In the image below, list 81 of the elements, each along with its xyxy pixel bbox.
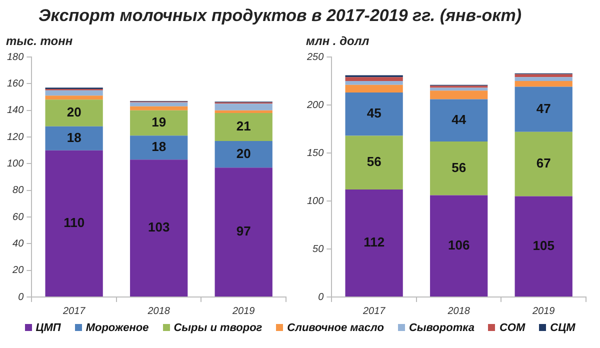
bar: [214, 110, 272, 113]
y-tick-label: 80: [12, 185, 24, 196]
data-label: 97: [236, 224, 251, 239]
data-label: 20: [236, 146, 251, 161]
y-axis-title: млн . долл: [306, 34, 370, 48]
y-tick-label: 200: [306, 100, 324, 111]
bar: [345, 81, 403, 85]
y-tick-label: 50: [312, 244, 324, 255]
legend-label: Сыры и творог: [172, 322, 262, 334]
bar: [214, 141, 272, 168]
y-tick-label: 0: [318, 292, 324, 303]
bar: [514, 77, 572, 81]
bar: [345, 136, 403, 190]
legend-label: Сливочное масло: [286, 322, 384, 334]
bar: [345, 84, 403, 93]
bar: [45, 96, 103, 100]
bar: [430, 195, 488, 296]
data-label: 47: [536, 100, 551, 116]
bar: [345, 92, 403, 136]
y-tick-label: 60: [12, 212, 24, 223]
bar: [130, 106, 188, 110]
data-label: 110: [64, 214, 85, 230]
legend-label: Сыворотка: [408, 322, 474, 334]
bar: [514, 86, 572, 132]
bar: [345, 77, 403, 81]
data-label: 18: [152, 139, 166, 154]
bar: [130, 110, 188, 136]
y-tick-label: 100: [306, 196, 324, 207]
data-label: 103: [148, 220, 170, 235]
data-label: 56: [452, 160, 466, 175]
legend-label: Мороженое: [84, 322, 149, 334]
bar: [45, 100, 103, 126]
bar: [214, 104, 272, 110]
x-tick-label: 2018: [446, 306, 470, 317]
bar: [130, 102, 188, 106]
bar: [430, 99, 488, 142]
y-tick-label: 120: [6, 132, 24, 143]
data-label: 112: [364, 234, 385, 250]
y-tick-label: 100: [6, 158, 24, 170]
bar: [45, 90, 103, 96]
data-label: 20: [66, 104, 82, 120]
data-label: 45: [366, 106, 382, 121]
y-axis-title: тыс. тонн: [6, 34, 73, 48]
data-label: 106: [448, 237, 470, 252]
y-tick-label: 150: [306, 148, 324, 159]
x-tick-label: 2017: [62, 306, 86, 317]
bar: [130, 160, 188, 296]
x-tick-label: 2019: [531, 306, 556, 317]
data-label: 105: [532, 238, 554, 253]
y-tick-label: 140: [6, 105, 24, 116]
data-label: 19: [152, 114, 166, 130]
data-label: 44: [452, 112, 467, 127]
bar: [45, 150, 103, 296]
y-tick-label: 0: [18, 292, 24, 303]
x-tick-label: 2017: [362, 306, 386, 317]
bar: [514, 81, 572, 87]
bar: [130, 136, 188, 160]
bar: [430, 90, 488, 100]
data-label: 56: [366, 154, 382, 170]
bar: [345, 189, 403, 296]
data-label: 67: [536, 156, 551, 171]
legend-label: СОМ: [498, 322, 526, 334]
data-label: 18: [66, 130, 82, 145]
bar: [514, 196, 572, 296]
x-tick-label: 2018: [146, 306, 170, 317]
data-label: 21: [236, 118, 251, 134]
legend-label: ЦМП: [34, 322, 61, 334]
y-tick-label: 160: [6, 78, 24, 90]
bar: [514, 132, 572, 196]
y-tick-label: 250: [306, 52, 324, 63]
x-tick-label: 2019: [231, 306, 256, 317]
chart-title: Экспорт молочных продуктов в 2017-2019 гг. (янв-окт): [37, 6, 523, 26]
y-tick-label: 20: [12, 265, 24, 276]
bar: [45, 126, 103, 150]
bar: [430, 88, 488, 91]
bar: [430, 141, 488, 196]
y-tick-label: 180: [6, 52, 24, 63]
bar: [214, 168, 272, 296]
y-tick-label: 40: [12, 238, 24, 250]
legend-label: СЦМ: [549, 322, 576, 334]
bar: [214, 113, 272, 141]
